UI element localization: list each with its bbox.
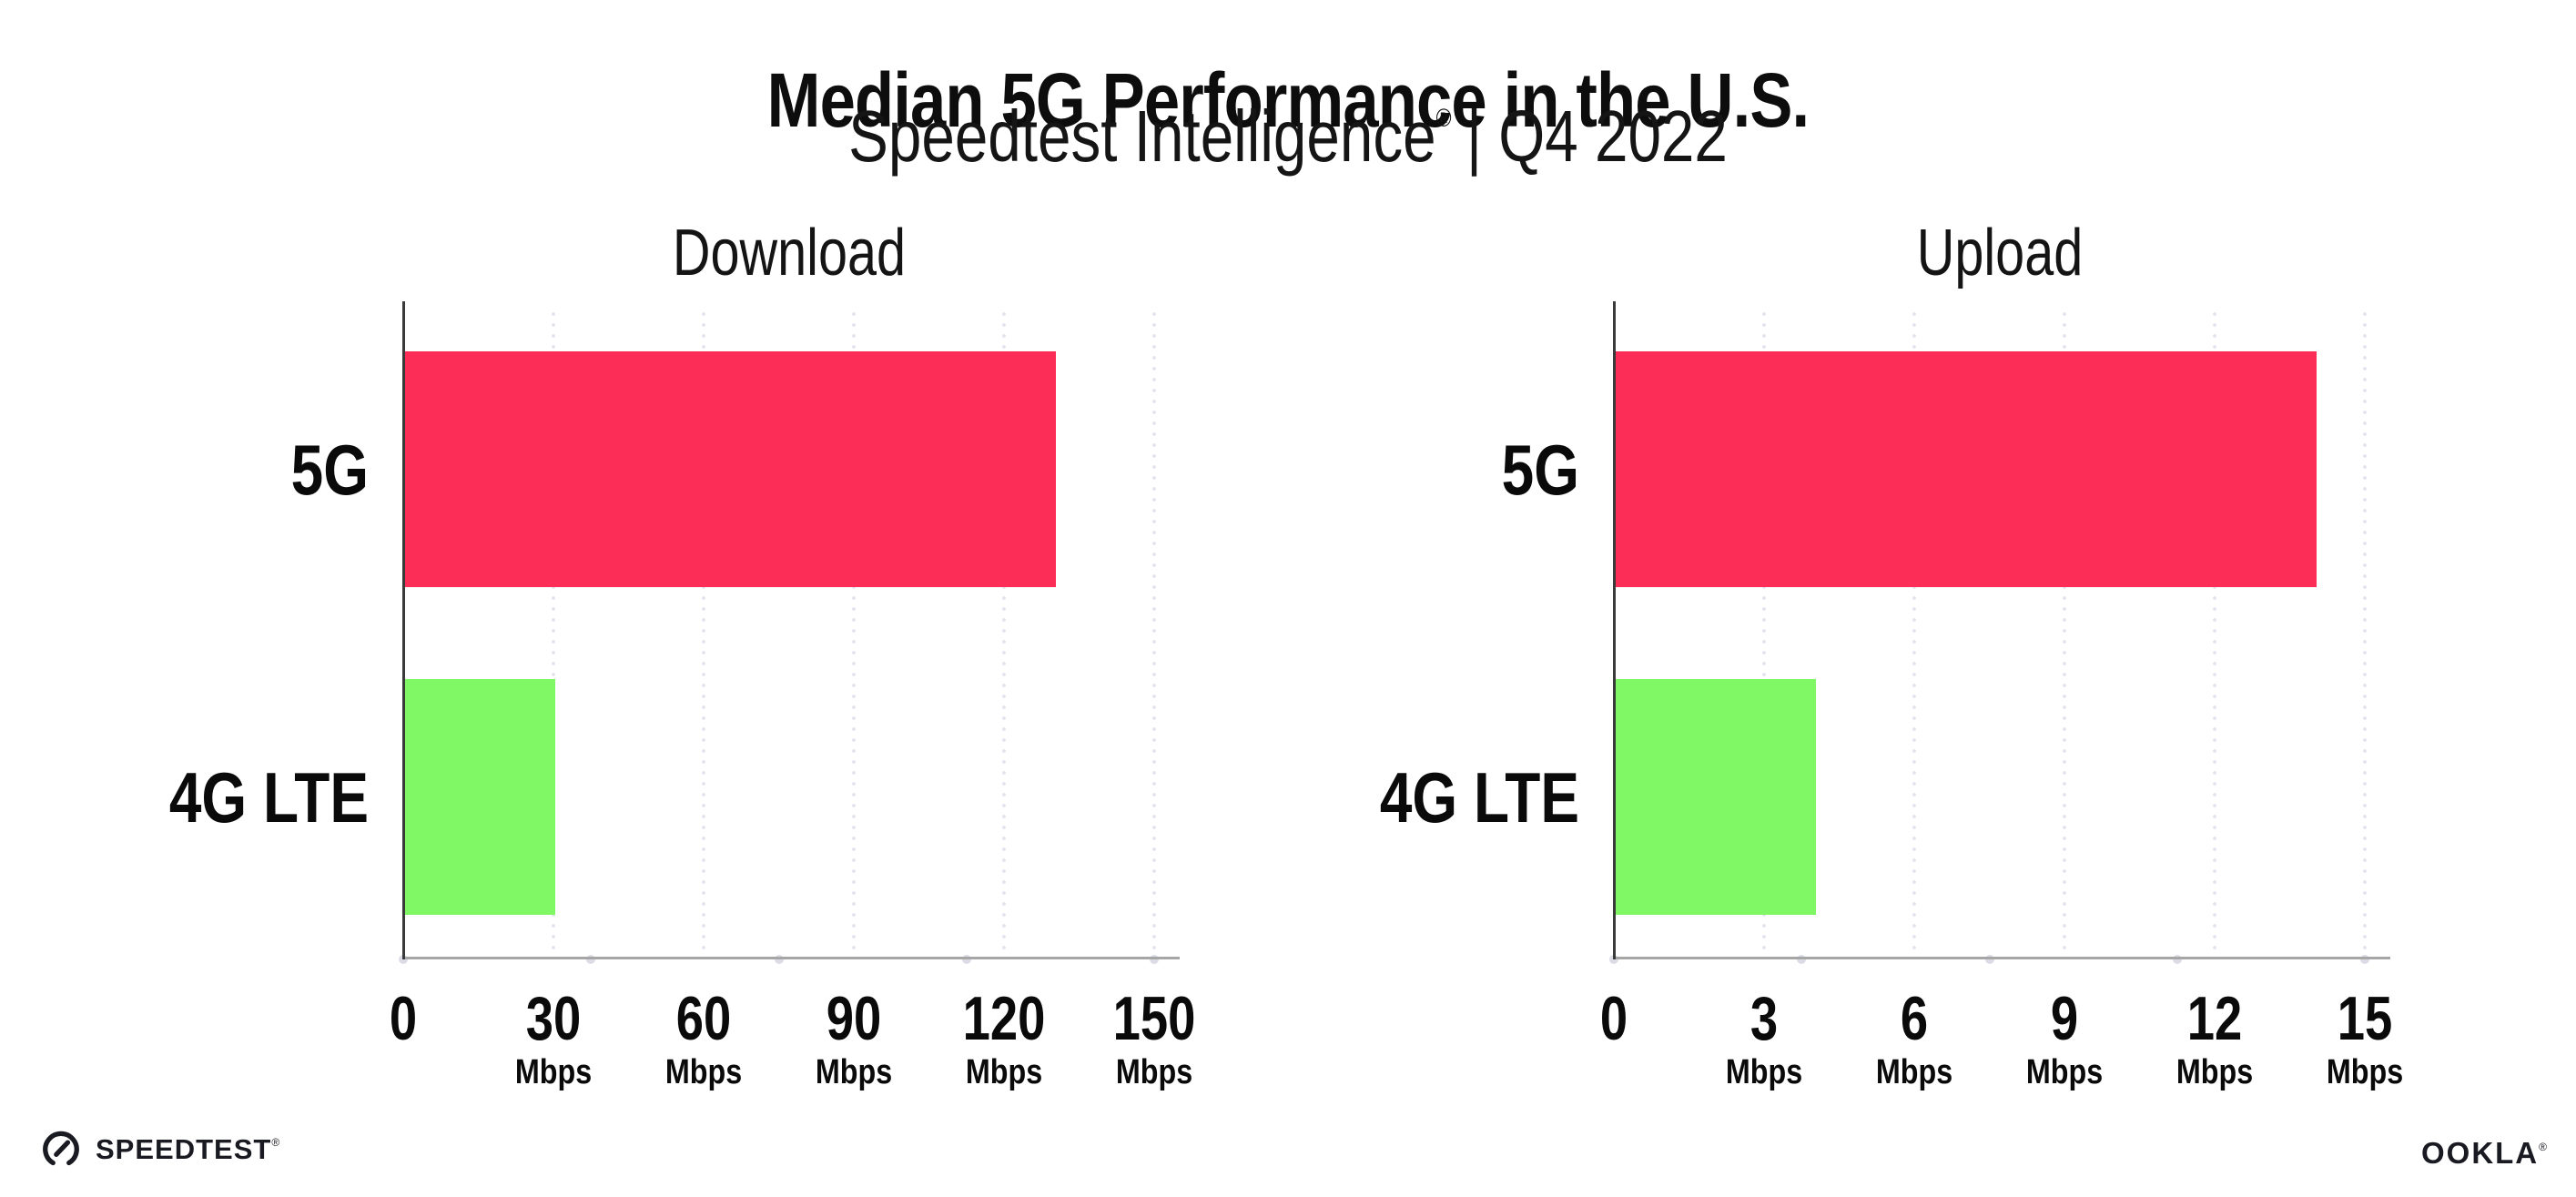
speedtest-registered-mark: ® bbox=[271, 1135, 281, 1149]
x-tick-unit-label: Mbps bbox=[2326, 1053, 2404, 1091]
grid-line bbox=[852, 309, 856, 959]
bar-5g bbox=[405, 351, 1056, 587]
y-axis-line bbox=[402, 301, 405, 959]
x-tick-unit-label: Mbps bbox=[2025, 1053, 2104, 1091]
x-tick-unit-label: Mbps bbox=[815, 1053, 893, 1091]
subtitle-brand: Speedtest Intelligence bbox=[848, 96, 1436, 177]
x-axis-line bbox=[1614, 957, 2390, 959]
x-tick-label: 120 bbox=[962, 984, 1046, 1053]
x-tick-unit-label: Mbps bbox=[664, 1053, 743, 1091]
page-title: Median 5G Performance in the U.S. bbox=[766, 57, 1810, 144]
category-label-4g-lte: 4G LTE bbox=[168, 756, 369, 837]
speedtest-wordmark: SPEEDTEST® bbox=[96, 1132, 281, 1165]
axis-tick-dot bbox=[1150, 955, 1159, 964]
x-tick-label: 9 bbox=[2050, 984, 2079, 1053]
axis-tick-dot bbox=[399, 955, 408, 964]
x-tick-unit-label: Mbps bbox=[514, 1053, 593, 1091]
x-tick-unit-label: Mbps bbox=[2175, 1053, 2254, 1091]
grid-line bbox=[1912, 309, 1916, 959]
ookla-logo: OOKLA® bbox=[2420, 1136, 2547, 1170]
x-tick-unit-label: Mbps bbox=[965, 1053, 1043, 1091]
axis-tick-dot bbox=[586, 955, 596, 964]
x-tick-label: 3 bbox=[1749, 984, 1779, 1053]
axis-tick-dot bbox=[2172, 955, 2182, 964]
axis-tick-dot bbox=[774, 955, 784, 964]
x-tick-label: 0 bbox=[389, 984, 418, 1053]
grid-line bbox=[2213, 309, 2216, 959]
x-tick-unit-label: Mbps bbox=[1875, 1053, 1953, 1091]
x-tick-label: 12 bbox=[2186, 984, 2243, 1053]
bar-5g bbox=[1616, 351, 2317, 587]
bar-4g-lte bbox=[1616, 679, 1816, 915]
axis-tick-dot bbox=[2360, 955, 2369, 964]
speedtest-gauge-icon bbox=[40, 1128, 82, 1170]
x-tick-label: 6 bbox=[1900, 984, 1929, 1053]
axis-tick-dot bbox=[961, 955, 971, 964]
download-chart-title: Download bbox=[672, 217, 907, 289]
grid-line bbox=[1152, 309, 1156, 959]
subtitle: Speedtest Intelligence® | Q4 2022 bbox=[848, 93, 1728, 180]
axis-tick-dot bbox=[1609, 955, 1618, 964]
axis-tick-dot bbox=[1797, 955, 1807, 964]
subtitle-period: | Q4 2022 bbox=[1465, 96, 1728, 177]
x-tick-label: 90 bbox=[826, 984, 882, 1053]
grid-line bbox=[2063, 309, 2066, 959]
x-tick-unit-label: Mbps bbox=[1115, 1053, 1193, 1091]
grid-line bbox=[1002, 309, 1006, 959]
upload-chart-title: Upload bbox=[1916, 217, 2084, 289]
x-tick-label: 30 bbox=[525, 984, 582, 1053]
grid-line bbox=[702, 309, 705, 959]
grid-line bbox=[2363, 309, 2367, 959]
category-label-5g: 5G bbox=[290, 429, 369, 510]
grid-line bbox=[552, 309, 555, 959]
category-label-5g: 5G bbox=[1501, 429, 1579, 510]
x-tick-label: 0 bbox=[1599, 984, 1628, 1053]
grid-line bbox=[1762, 309, 1766, 959]
category-label-4g-lte: 4G LTE bbox=[1379, 756, 1579, 837]
x-axis-line bbox=[403, 957, 1180, 959]
upload-chart-plot: 0 3 Mbps 6 Mbps 9 Mbps 12 Mbps 15 Mbps 5G 4G LTE bbox=[1380, 301, 2403, 1090]
speedtest-logo: SPEEDTEST® bbox=[40, 1125, 280, 1172]
x-tick-label: 15 bbox=[2337, 984, 2393, 1053]
x-tick-label: 150 bbox=[1112, 984, 1196, 1053]
y-axis-line bbox=[1613, 301, 1616, 959]
download-chart-plot: 0 30 Mbps 60 Mbps 90 Mbps 120 Mbps 150 Mbps 5G 4G LT… bbox=[169, 301, 1195, 1090]
axis-tick-dot bbox=[1984, 955, 1994, 964]
bar-4g-lte bbox=[405, 679, 555, 915]
registered-mark: ® bbox=[1435, 104, 1452, 132]
x-tick-unit-label: Mbps bbox=[1725, 1053, 1803, 1091]
ookla-registered-mark: ® bbox=[2539, 1141, 2547, 1153]
x-tick-label: 60 bbox=[675, 984, 732, 1053]
